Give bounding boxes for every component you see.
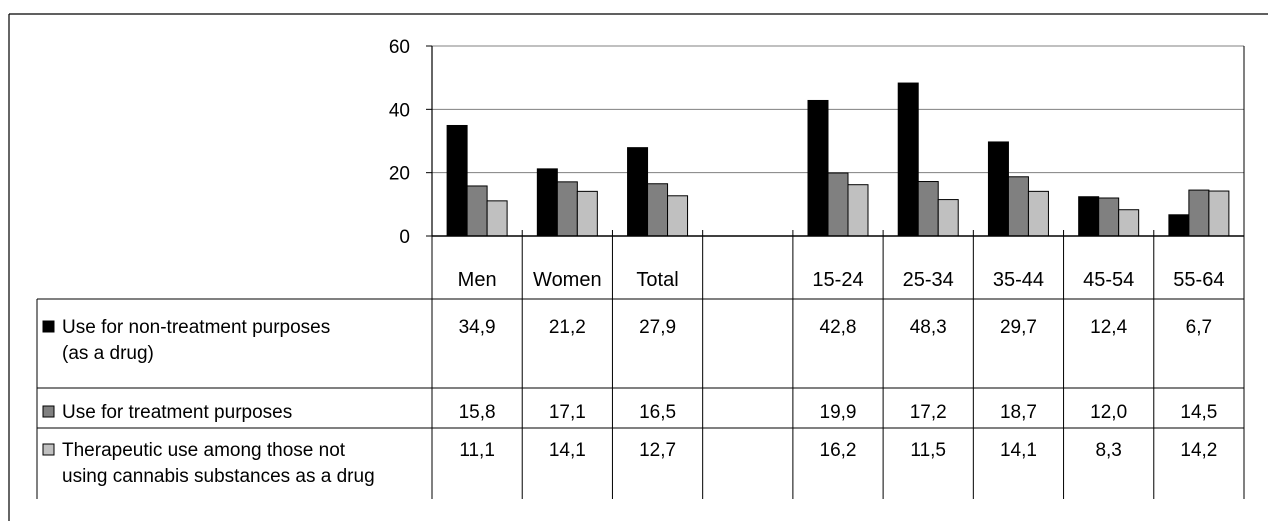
legend-swatch xyxy=(42,443,55,456)
data-value: 17,2 xyxy=(910,402,947,423)
bar xyxy=(1118,209,1140,237)
bar xyxy=(627,147,649,237)
data-value: 14,5 xyxy=(1180,402,1217,423)
bar xyxy=(847,184,869,237)
legend-label: Use for non-treatment purposes xyxy=(62,317,330,338)
legend-label: Therapeutic use among those not xyxy=(62,440,346,461)
bar xyxy=(466,185,488,237)
data-value: 48,3 xyxy=(910,317,947,338)
data-value: 42,8 xyxy=(820,317,857,338)
bar xyxy=(556,181,578,237)
legend-swatch xyxy=(42,405,55,418)
bar xyxy=(486,200,508,237)
bar xyxy=(807,99,829,237)
data-value: 12,7 xyxy=(639,440,676,461)
data-value: 12,0 xyxy=(1090,402,1127,423)
data-value: 17,1 xyxy=(549,402,586,423)
data-value: 27,9 xyxy=(639,317,676,338)
bar xyxy=(647,183,669,237)
bar xyxy=(576,190,598,237)
data-value: 12,4 xyxy=(1090,317,1127,338)
bar xyxy=(1208,190,1230,237)
data-value: 11,5 xyxy=(910,440,946,461)
legend-label: using cannabis substances as a drug xyxy=(62,466,375,487)
category-label: Men xyxy=(458,269,497,291)
data-value: 15,8 xyxy=(459,402,496,423)
data-value: 21,2 xyxy=(549,317,586,338)
legend-swatch xyxy=(42,320,55,333)
bar xyxy=(446,124,468,237)
bar xyxy=(987,141,1009,237)
bar xyxy=(1007,176,1029,237)
legend-label: Use for treatment purposes xyxy=(62,402,292,423)
category-label: 25-34 xyxy=(903,269,954,291)
y-tick-label: 0 xyxy=(399,227,410,248)
data-value: 29,7 xyxy=(1000,317,1037,338)
data-value: 14,1 xyxy=(549,440,586,461)
data-value: 14,2 xyxy=(1180,440,1217,461)
data-value: 6,7 xyxy=(1186,317,1212,338)
bar xyxy=(1098,197,1120,237)
bar xyxy=(1078,196,1100,237)
y-tick-label: 40 xyxy=(389,100,410,121)
bar xyxy=(827,172,849,237)
bar xyxy=(1027,190,1049,237)
data-value: 34,9 xyxy=(459,317,496,338)
data-value: 11,1 xyxy=(459,440,495,461)
data-value: 14,1 xyxy=(1000,440,1037,461)
category-label: Total xyxy=(636,269,678,291)
bar xyxy=(897,82,919,237)
bar xyxy=(667,195,689,237)
category-label: Women xyxy=(533,269,602,291)
legend-label: (as a drug) xyxy=(62,343,154,364)
category-label: 45-54 xyxy=(1083,269,1134,291)
data-value: 16,5 xyxy=(639,402,676,423)
data-value: 19,9 xyxy=(820,402,857,423)
category-label: 15-24 xyxy=(812,269,863,291)
data-value: 8,3 xyxy=(1095,440,1121,461)
y-tick-label: 20 xyxy=(389,164,410,185)
bar xyxy=(917,181,939,237)
data-value: 18,7 xyxy=(1000,402,1037,423)
bar xyxy=(1168,214,1190,237)
y-tick-label: 60 xyxy=(389,37,410,58)
bar xyxy=(1188,189,1210,237)
data-value: 16,2 xyxy=(820,440,857,461)
category-label: 35-44 xyxy=(993,269,1044,291)
bar xyxy=(536,168,558,237)
bar xyxy=(937,199,959,237)
category-label: 55-64 xyxy=(1173,269,1224,291)
